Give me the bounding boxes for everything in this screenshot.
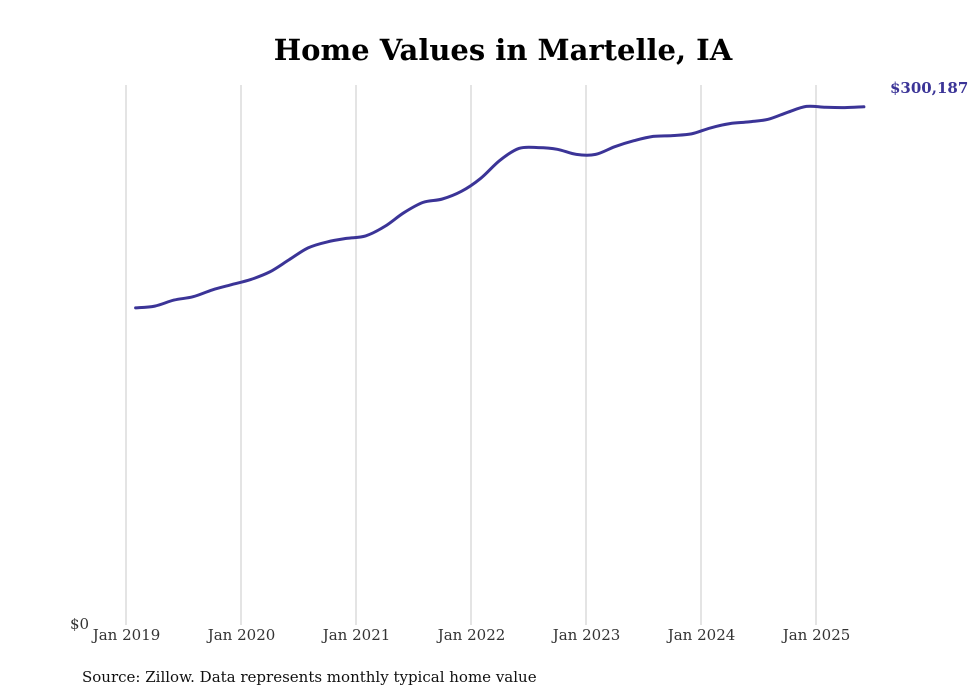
x-tick-label-0: Jan 2019 <box>91 626 161 644</box>
end-value-label: $300,187 <box>890 79 968 97</box>
grid-lines <box>125 85 817 625</box>
y-tick-label-0: $0 <box>70 615 89 633</box>
x-axis-ticks: Jan 2019 Jan 2020 Jan 2021 Jan 2022 Jan 2023… <box>91 626 851 644</box>
x-tick-label-6: Jan 2025 <box>781 626 851 644</box>
series-line <box>134 104 866 310</box>
x-tick-label-5: Jan 2024 <box>666 626 736 644</box>
x-tick-label-1: Jan 2020 <box>206 626 276 644</box>
x-tick-label-3: Jan 2022 <box>436 626 506 644</box>
source-note: Source: Zillow. Data represents monthly … <box>82 668 537 686</box>
x-tick-label-2: Jan 2021 <box>321 626 391 644</box>
chart-title: Home Values in Martelle, IA <box>274 33 733 67</box>
x-tick-label-4: Jan 2023 <box>551 626 621 644</box>
